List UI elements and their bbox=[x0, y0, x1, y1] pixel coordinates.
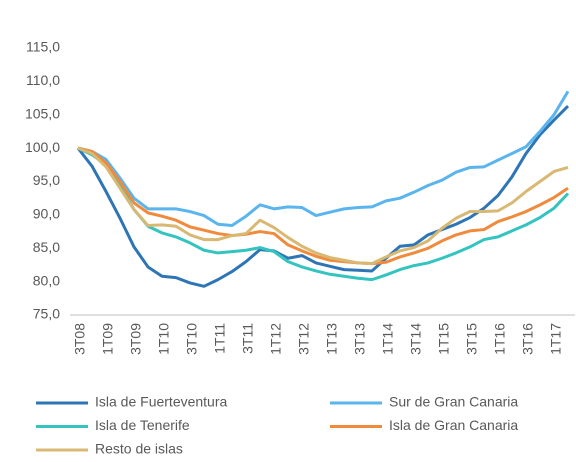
series-line bbox=[77, 146, 569, 266]
series-line bbox=[76, 105, 570, 288]
x-tick-label: 3T11 bbox=[240, 323, 256, 354]
x-tick-label: 1T17 bbox=[548, 323, 564, 355]
y-tick-label: 95,0 bbox=[33, 172, 60, 188]
x-tick-label: 1T14 bbox=[380, 323, 396, 355]
x-tick-label: 1T16 bbox=[492, 323, 508, 355]
x-tick-label: 3T10 bbox=[184, 323, 200, 355]
x-tick-label: 3T12 bbox=[296, 323, 312, 355]
x-tick-label: 1T10 bbox=[156, 323, 172, 355]
series-line bbox=[77, 146, 569, 266]
x-tick-label: 3T09 bbox=[128, 323, 144, 355]
legend-label: Isla de Fuerteventura bbox=[95, 394, 228, 410]
x-tick-label: 3T14 bbox=[408, 323, 424, 355]
x-tick-label: 1T15 bbox=[436, 323, 452, 355]
y-tick-label: 115,0 bbox=[26, 39, 60, 55]
y-tick-label: 110,0 bbox=[26, 72, 60, 88]
y-tick-label: 105,0 bbox=[25, 105, 60, 121]
y-tick-label: 85,0 bbox=[33, 239, 60, 255]
series-line bbox=[77, 90, 570, 228]
x-tick-label: 3T08 bbox=[72, 323, 88, 355]
y-tick-label: 80,0 bbox=[33, 272, 60, 288]
x-tick-label: 1T13 bbox=[324, 323, 340, 355]
legend-label: Isla de Gran Canaria bbox=[389, 417, 518, 433]
legend-label: Resto de islas bbox=[95, 441, 183, 457]
legend-label: Isla de Tenerife bbox=[95, 417, 190, 433]
x-tick-label: 3T13 bbox=[352, 323, 368, 355]
y-tick-label: 100,0 bbox=[25, 139, 60, 155]
y-tick-label: 90,0 bbox=[33, 206, 60, 222]
y-tick-label: 75,0 bbox=[33, 306, 60, 322]
x-tick-label: 1T09 bbox=[100, 323, 116, 355]
x-tick-label: 1T11 bbox=[212, 323, 228, 354]
x-tick-label: 1T12 bbox=[268, 323, 284, 355]
x-tick-label: 3T15 bbox=[464, 323, 480, 355]
x-tick-label: 3T16 bbox=[520, 323, 536, 355]
series-line bbox=[77, 146, 570, 282]
legend-label: Sur de Gran Canaria bbox=[389, 394, 518, 410]
